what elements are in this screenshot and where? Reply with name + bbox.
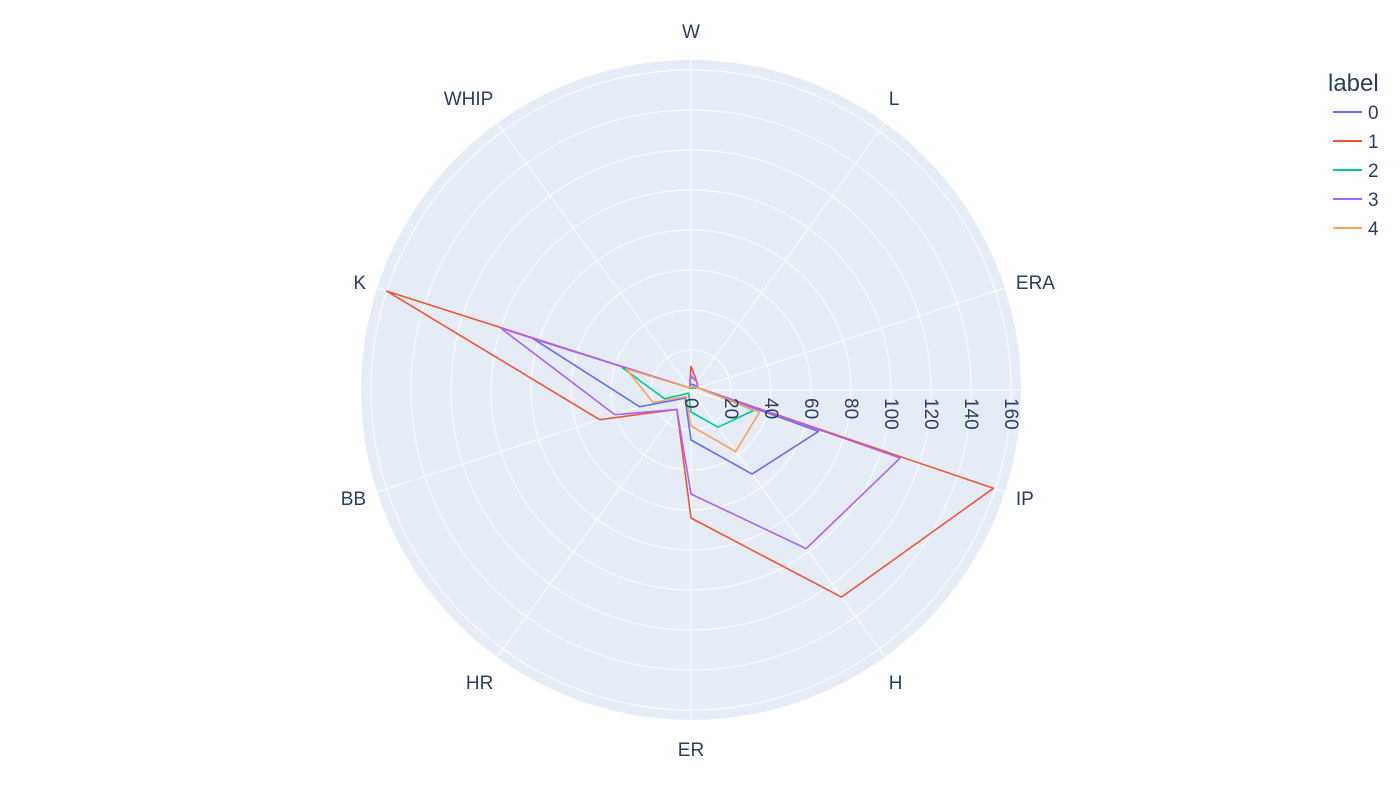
axis-label-bb: BB <box>341 489 366 510</box>
radial-tick-label: 20 <box>720 398 741 419</box>
angular-grid <box>376 60 1021 720</box>
axis-label-k: K <box>353 273 366 294</box>
legend-item-label-0[interactable]: 0 <box>1368 103 1379 124</box>
radial-tick-label: 100 <box>880 398 901 430</box>
legend-item-label-3[interactable]: 3 <box>1368 190 1379 211</box>
axis-label-ip: IP <box>1016 489 1034 510</box>
radial-tick-label: 0 <box>680 398 701 409</box>
legend: label 0 1 2 3 4 <box>1328 70 1379 240</box>
legend-item-label-4[interactable]: 4 <box>1368 219 1379 240</box>
legend-item-label-2[interactable]: 2 <box>1368 161 1379 182</box>
angular-grid-line <box>690 287 1006 391</box>
angular-grid-line <box>496 389 692 658</box>
radial-tick-label: 120 <box>920 398 941 430</box>
radial-tick-label: 80 <box>840 398 861 419</box>
series-lines <box>385 290 995 598</box>
axis-label-era: ERA <box>1016 273 1055 294</box>
axis-label-l: L <box>889 89 900 110</box>
legend-title: label <box>1328 70 1379 97</box>
radial-tick-label: 40 <box>760 398 781 419</box>
radial-tick-labels: 0 20 40 60 80 100 120 140 160 <box>680 398 1021 430</box>
angular-grid-line <box>690 122 886 391</box>
radial-tick-label: 60 <box>800 398 821 419</box>
axis-label-hr: HR <box>466 673 493 694</box>
radial-tick-label: 140 <box>960 398 981 430</box>
radial-tick-label: 160 <box>1000 398 1021 430</box>
angular-axis-labels: W L ERA IP H ER HR BB K WHIP <box>341 22 1056 761</box>
axis-label-h: H <box>889 673 903 694</box>
angular-grid-line <box>496 122 692 391</box>
axis-label-w: W <box>682 22 700 43</box>
axis-label-whip: WHIP <box>444 89 494 110</box>
series-line-4 <box>625 368 761 453</box>
angular-grid-line <box>690 389 886 658</box>
series-line-3 <box>499 327 902 550</box>
axis-label-er: ER <box>678 740 704 761</box>
legend-item-label-1[interactable]: 1 <box>1368 132 1379 153</box>
